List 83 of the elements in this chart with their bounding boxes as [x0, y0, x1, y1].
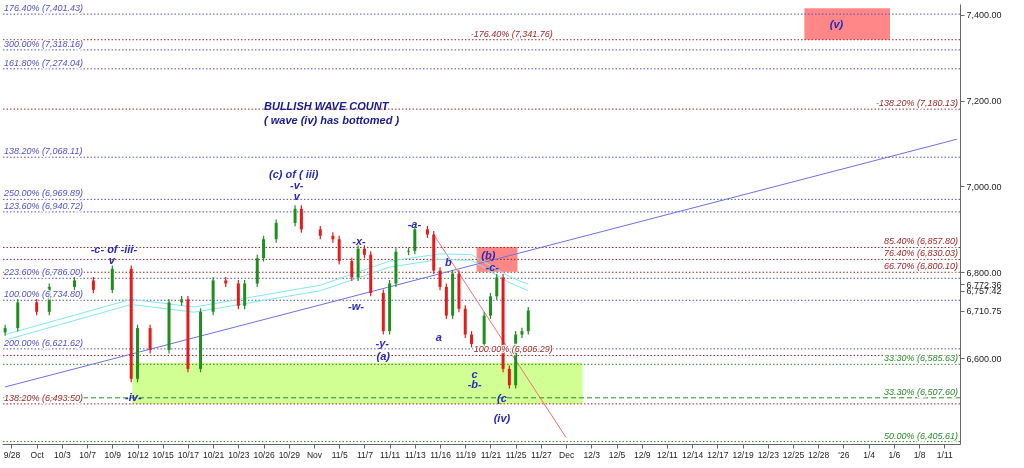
- x-tick-label: 12/3: [583, 449, 601, 460]
- annotation: -v-: [289, 179, 304, 192]
- x-tick-label: 10/23: [228, 449, 250, 460]
- annotation: (v): [829, 17, 844, 30]
- x-tick-label: '26: [838, 449, 850, 460]
- y-tick-label: 6,710.75: [966, 306, 1002, 317]
- ref-line-label: 300.00% (7,318.16): [4, 38, 84, 49]
- x-tick-label: 9/28: [3, 449, 21, 460]
- x-tick-label: Oct: [30, 449, 45, 460]
- x-tick-label: 10/29: [278, 449, 301, 460]
- x-tick-label: 1/6: [888, 449, 901, 460]
- x-tick-label: 12/14: [682, 449, 704, 460]
- annotation: (c: [497, 392, 507, 405]
- annotation: (b): [481, 248, 496, 261]
- annotation: (a): [376, 349, 391, 362]
- annotation: -w-: [348, 300, 365, 313]
- x-tick-label: 11/19: [455, 449, 477, 460]
- ref-line-label: 123.60% (6,940.72): [4, 200, 84, 211]
- x-tick-label: 10/12: [127, 449, 149, 460]
- ref-line-label: 161.80% (7,274.04): [4, 57, 84, 68]
- x-tick-label: 11/21: [480, 449, 502, 460]
- annotation: c: [471, 367, 478, 380]
- x-tick-label: 11/5: [331, 449, 348, 460]
- annotation: -b-: [467, 378, 483, 391]
- ref-line-label: 76.40% (6,830.03): [883, 248, 958, 259]
- x-tick-label: 1/4: [863, 449, 876, 460]
- ref-line-label: 33.30% (6,507.60): [883, 386, 958, 397]
- x-tick-label: 10/26: [253, 449, 275, 460]
- y-tick-label: 7,200.00: [966, 96, 1002, 107]
- x-tick-label: 10/15: [152, 449, 175, 460]
- annotation: -iv-: [125, 390, 142, 403]
- y-tick-label: 6,772.36: [966, 279, 1002, 290]
- x-tick-label: 1/8: [913, 449, 926, 460]
- annotation: -c-: [485, 260, 500, 273]
- x-tick-label: 10/9: [104, 449, 122, 460]
- y-tick-label: 6,800.00: [966, 267, 1002, 278]
- x-tick-label: Dec: [559, 449, 575, 460]
- x-tick-label: 10/17: [177, 449, 200, 460]
- x-tick-label: Nov: [306, 449, 323, 460]
- text: ( wave (iv) has bottomed ): [264, 114, 400, 126]
- ref-line-label: -176.40% (7,341.76): [470, 28, 553, 39]
- ref-line-label: -138.20% (7,180.13): [875, 98, 958, 109]
- x-tick-label: 12/17: [707, 449, 729, 460]
- x-tick-label: 11/25: [505, 449, 527, 460]
- y-tick-label: 7,400.00: [966, 10, 1002, 21]
- annotation: (iv): [493, 411, 511, 424]
- annotation: (c) of ( iii): [269, 167, 319, 180]
- ref-line-label: 200.00% (6,621.62): [3, 337, 84, 348]
- ref-line-label: 50.00% (6,405.61): [883, 430, 958, 441]
- ref-line-label: 85.40% (6,857.80): [883, 236, 958, 247]
- annotation: v: [108, 254, 116, 267]
- ref-line-label: 176.40% (7,401.43): [4, 3, 84, 14]
- x-tick-label: 10/3: [54, 449, 71, 460]
- annotation: -a-: [407, 218, 422, 231]
- x-tick-label: 11/7: [356, 449, 374, 460]
- x-tick-label: 12/19: [732, 449, 754, 460]
- x-tick-label: 12/11: [657, 449, 679, 460]
- ref-line-label: 138.20% (7,068.11): [4, 146, 83, 157]
- annotation: -y-: [375, 337, 390, 350]
- x-tick-label: 11/13: [405, 449, 426, 460]
- ref-line-label: 66.70% (6,800.10): [883, 261, 958, 272]
- x-tick-label: 12/9: [633, 449, 651, 460]
- y-tick-label: 7,000.00: [966, 181, 1002, 192]
- y-tick-label: 6,600.00: [966, 353, 1002, 364]
- ref-line-label: 250.00% (6,969.89): [3, 188, 84, 199]
- x-tick-label: 12/28: [808, 449, 830, 460]
- annotation: v: [293, 189, 301, 202]
- x-tick-label: 12/23: [757, 449, 780, 460]
- x-tick-label: 10/21: [203, 449, 225, 460]
- ref-line-label: 33.30% (6,585.63): [883, 353, 958, 364]
- annotation: -x-: [352, 235, 366, 248]
- x-tick-label: 12/25: [782, 449, 805, 460]
- x-tick-label: 1/11: [936, 449, 953, 460]
- ref-line-label: 223.60% (6,786.00): [3, 267, 84, 278]
- x-tick-label: 10/7: [79, 449, 97, 460]
- text: BULLISH WAVE COUNT: [264, 100, 390, 112]
- x-tick-label: 12/5: [608, 449, 626, 460]
- x-tick-label: 11/11: [380, 449, 401, 460]
- annotation: a: [435, 330, 442, 343]
- x-tick-label: 11/27: [531, 449, 552, 460]
- annotation: -c- of -iii-: [90, 242, 138, 255]
- annotation: b: [445, 256, 453, 269]
- x-tick-label: 11/16: [430, 449, 452, 460]
